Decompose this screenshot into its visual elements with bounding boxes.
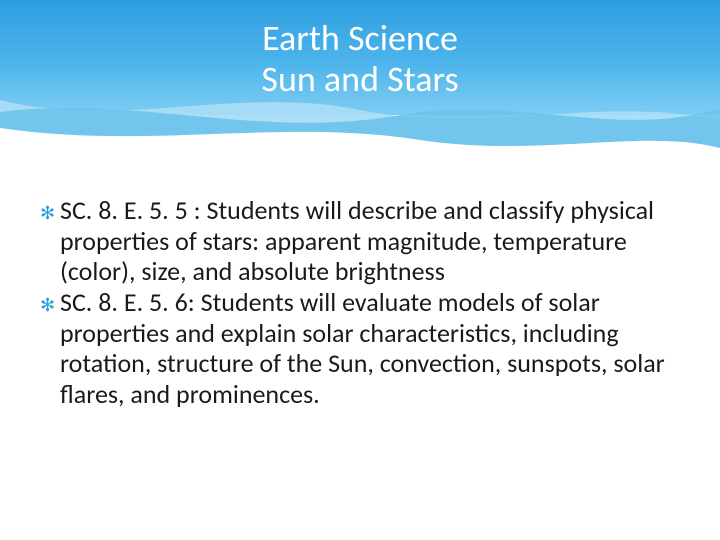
bullet-item: ✻ SC. 8. E. 5. 5 : Students will describ… [40,195,684,287]
slide-header: Earth Science Sun and Stars [0,0,720,160]
bullet-text: SC. 8. E. 5. 5 : Students will describe … [60,195,684,287]
bullet-text: SC. 8. E. 5. 6: Students will evaluate m… [60,287,684,410]
slide-body: ✻ SC. 8. E. 5. 5 : Students will describ… [40,195,684,410]
snowflake-icon: ✻ [40,195,60,231]
bullet-item: ✻ SC. 8. E. 5. 6: Students will evaluate… [40,287,684,410]
slide: Earth Science Sun and Stars ✻ SC. 8. E. … [0,0,720,540]
slide-title: Earth Science Sun and Stars [0,18,720,101]
snowflake-icon: ✻ [40,287,60,323]
